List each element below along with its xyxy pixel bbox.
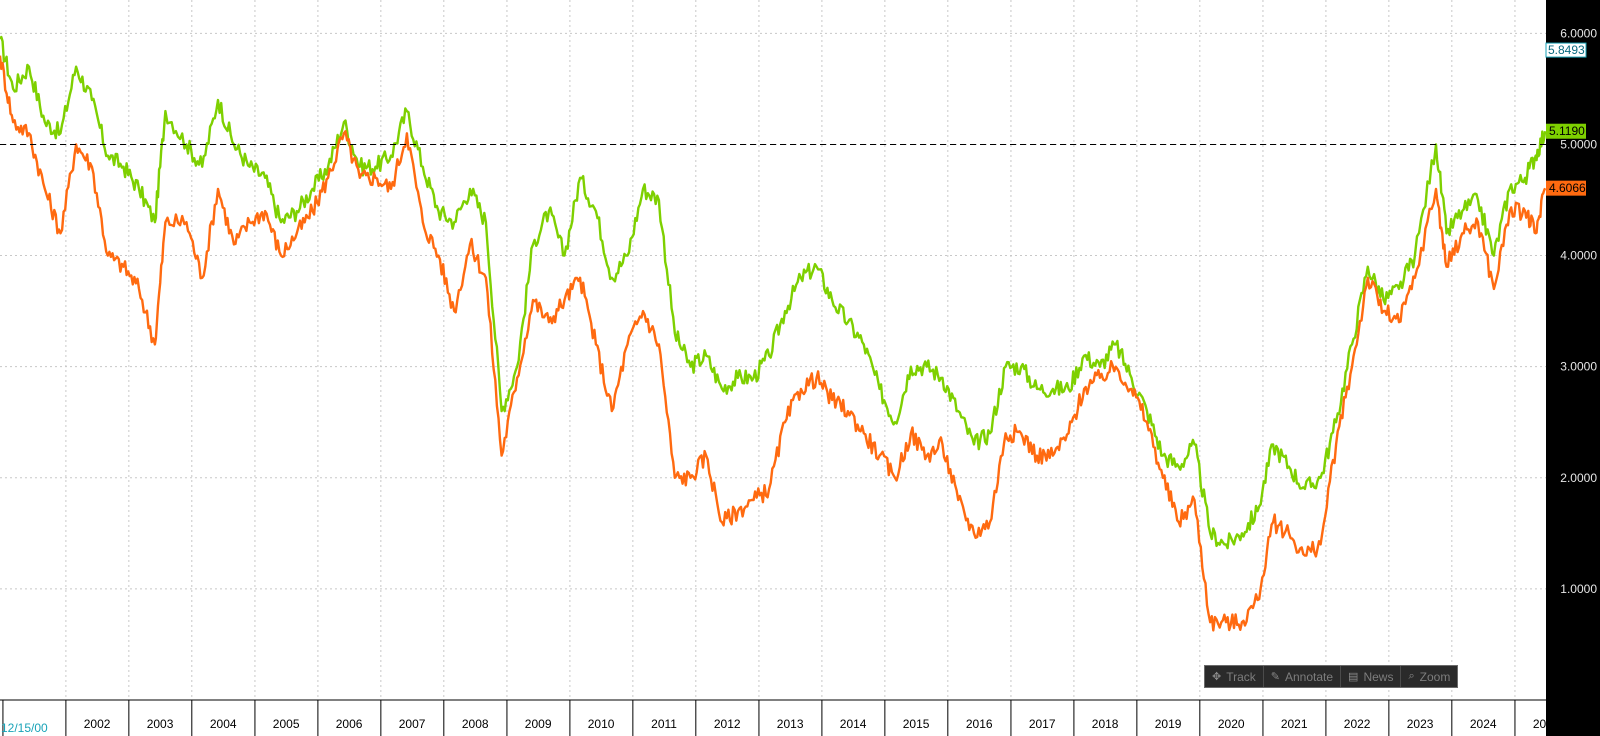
x-axis-ticks: 2002 2003 2004 2005 2006 2007 2008 2009 2010 2011… [2,700,1560,736]
grid [0,0,1546,700]
magnifier-icon: ⌕ [1408,670,1415,682]
x-tick-label: 2020 [1218,717,1245,731]
zoom-label: Zoom [1419,669,1451,684]
value-tags: 5.8493 5.1190 4.6066 [1545,42,1587,196]
crosshair-icon: ✥ [1212,671,1222,683]
y-tick-label: 2.0000 [1560,471,1597,485]
x-tick-label: 2007 [399,717,426,731]
x-tick-label: 2023 [1407,717,1434,731]
x-tick-label: 2025 [1533,717,1560,731]
x-tick-label: 2002 [84,717,111,731]
x-tick-label: 2010 [588,717,615,731]
y-tick-label: 4.0000 [1560,249,1597,263]
track-button[interactable]: ✥ Track [1205,666,1264,687]
x-tick-label: 2019 [1155,717,1182,731]
x-tick-label: 2004 [210,717,237,731]
annotate-button[interactable]: ✎ Annotate [1264,666,1342,687]
x-tick-label: 2024 [1470,717,1497,731]
series-line [0,55,1547,632]
x-tick-label: 2014 [840,717,867,731]
orange-last-value-label: 4.6066 [1549,181,1586,195]
chart-toolbar: ✥ Track ✎ Annotate ▤ News ⌕ Zoom [1204,665,1459,688]
y-axis-ticks: 6.0000 5.0000 4.0000 3.0000 2.0000 1.0000 [1560,26,1597,596]
x-tick-label: 2009 [525,717,552,731]
news-button[interactable]: ▤ News [1341,666,1402,687]
x-tick-label: 2012 [714,717,741,731]
x-tick-label: 2011 [651,717,677,731]
reference-value-tag: 5.8493 [1545,42,1587,58]
y-axis-panel [1546,0,1600,736]
x-tick-label: 2022 [1344,717,1371,731]
x-tick-label: 2021 [1281,717,1308,731]
series-layer [0,35,1547,632]
x-tick-label: 2017 [1029,717,1056,731]
pencil-icon: ✎ [1270,671,1280,683]
green-last-value-label: 5.1190 [1549,124,1585,138]
x-tick-label: 2006 [336,717,363,731]
orange-last-value-tag: 4.6066 [1546,180,1586,196]
x-tick-label: 2016 [966,717,993,731]
news-label: News [1363,669,1394,684]
x-tick-label: 2003 [147,717,174,731]
y-tick-label: 1.0000 [1560,582,1597,596]
reference-value-label: 5.8493 [1548,43,1585,57]
x-tick-label: 2008 [462,717,489,731]
y-tick-label: 5.0000 [1560,137,1597,151]
news-icon: ▤ [1348,671,1359,683]
y-tick-label: 3.0000 [1560,360,1597,374]
x-tick-label: 2015 [903,717,930,731]
green-last-value-tag: 5.1190 [1546,123,1586,139]
series-line [0,35,1547,550]
annotate-label: Annotate [1285,669,1334,684]
x-tick-label: 2013 [777,717,804,731]
track-label: Track [1226,669,1256,684]
x-tick-label: 2018 [1092,717,1119,731]
x-tick-label: 2005 [273,717,300,731]
x-axis-panel [0,700,1546,736]
y-tick-label: 6.0000 [1560,26,1597,40]
zoom-button[interactable]: ⌕ Zoom [1401,666,1457,687]
start-date-label: 12/15/00 [1,721,48,735]
